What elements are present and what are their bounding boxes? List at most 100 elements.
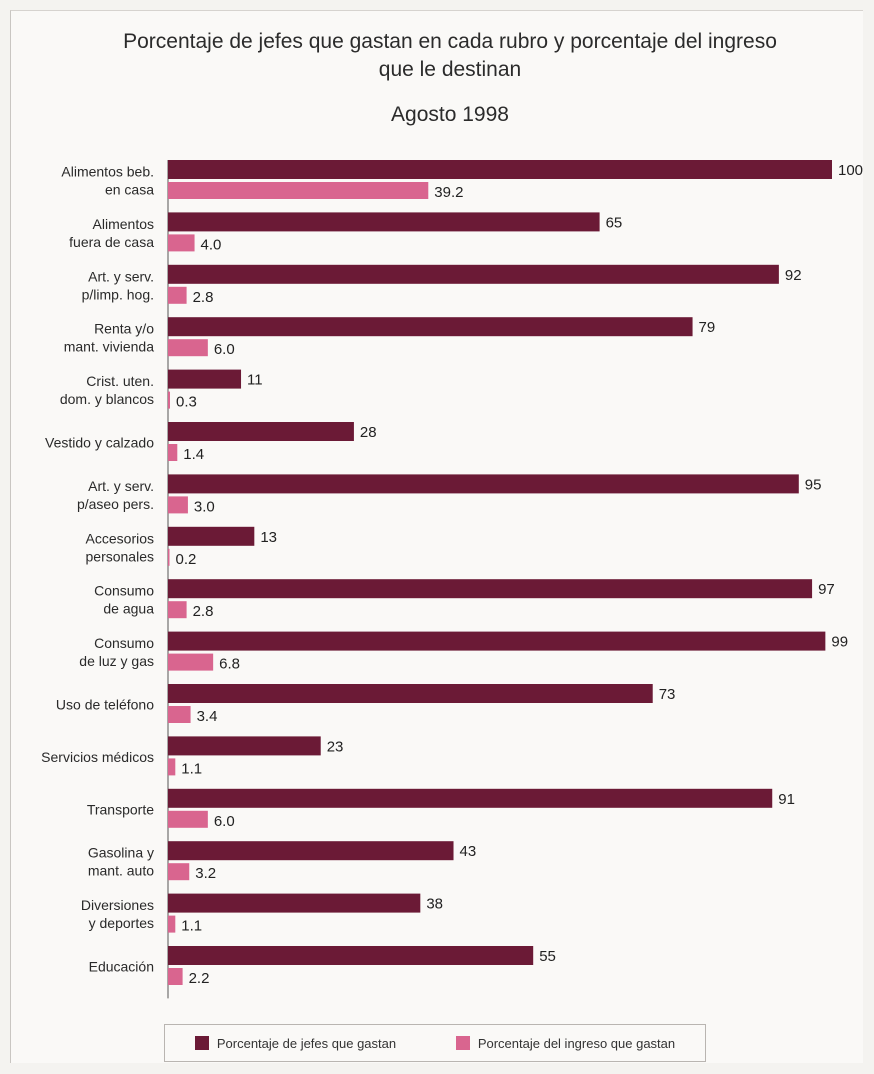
category-label: Accesorios [86,530,154,546]
data-label-jefes: 73 [659,686,676,703]
bar-jefes [168,631,826,651]
category-label: Crist. uten. [86,373,154,389]
bar-ingreso [168,391,170,409]
bar-jefes [168,684,653,703]
bar-ingreso [168,548,170,566]
category-label: de luz y gas [79,653,154,669]
bar-jefes [168,946,534,965]
chart-title-line2: que le destinan [378,58,522,81]
bar-ingreso [168,863,190,881]
bar-ingreso [168,601,187,619]
bar-jefes [168,369,242,389]
category-label: dom. y blancos [60,391,154,407]
category-label: Transporte [87,801,154,817]
category-label: y deportes [89,915,154,931]
data-label-ingreso: 1.4 [183,446,204,463]
bar-jefes [168,422,354,441]
bar-jefes [168,579,813,599]
data-label-ingreso: 39.2 [434,184,463,201]
category-label: Art. y serv. [88,478,154,494]
bar-jefes [168,736,321,756]
category-label: Renta y/o [94,321,154,337]
bar-jefes [168,474,799,494]
chart-legend: Porcentaje de jefes que gastan Porcentaj… [164,1024,706,1062]
chart-subtitle: Agosto 1998 [391,103,509,126]
bar-ingreso [168,496,188,514]
data-label-jefes: 13 [260,529,277,546]
data-label-ingreso: 1.1 [181,760,202,777]
bar-ingreso [168,706,191,723]
legend-label-jefes: Porcentaje de jefes que gastan [216,1035,397,1051]
chart-frame [10,10,863,1063]
data-label-jefes: 100 [838,162,863,179]
data-label-ingreso: 2.8 [193,289,214,306]
data-label-ingreso: 6.0 [214,813,235,830]
data-label-jefes: 65 [606,214,623,231]
data-label-jefes: 99 [831,634,848,651]
data-label-ingreso: 0.3 [176,394,197,411]
category-label: p/aseo pers. [77,496,154,512]
category-label: p/limp. hog. [82,286,154,302]
bar-ingreso [168,810,208,828]
bar-jefes [168,212,600,232]
legend-swatch-ingreso [455,1036,470,1050]
data-label-jefes: 23 [327,738,344,755]
chart-title-line1: Porcentaje de jefes que gastan en cada r… [123,30,777,53]
data-label-ingreso: 6.8 [219,656,240,673]
category-label: Gasolina y [88,845,154,861]
data-label-jefes: 11 [247,372,263,389]
data-label-ingreso: 3.0 [194,498,215,515]
category-label: de agua [103,601,154,617]
data-label-jefes: 92 [785,267,802,284]
legend-label-ingreso: Porcentaje del ingreso que gastan [477,1035,676,1051]
bar-ingreso [168,339,208,357]
category-label: Consumo [94,583,154,599]
data-label-ingreso: 0.2 [176,551,197,568]
category-label: Alimentos [93,216,154,232]
category-label: Art. y serv. [88,268,154,284]
data-label-jefes: 43 [460,843,477,860]
category-label: mant. auto [88,863,154,879]
data-label-ingreso: 4.0 [201,236,222,253]
bar-jefes [168,788,773,808]
bar-jefes [168,841,454,861]
category-label: Vestido y calzado [45,435,154,451]
bar-ingreso [168,286,187,304]
data-label-jefes: 91 [778,791,795,808]
category-label: Uso de teléfono [56,697,154,713]
bar-ingreso [168,758,176,776]
data-label-ingreso: 3.2 [195,865,216,882]
bar-jefes [168,264,779,284]
data-label-jefes: 79 [699,319,716,336]
bar-jefes [168,526,255,546]
legend-item-jefes: Porcentaje de jefes que gastan [194,1035,397,1051]
bar-ingreso [168,915,176,933]
data-label-ingreso: 2.8 [193,603,214,620]
data-label-jefes: 55 [539,948,556,965]
category-label: fuera de casa [69,234,154,250]
category-label: Consumo [94,635,154,651]
category-label: en casa [105,182,154,198]
category-label: Diversiones [81,897,154,913]
bar-ingreso [168,182,429,199]
category-label: Servicios médicos [41,749,154,765]
bar-jefes [168,317,693,337]
category-label: mant. vivienda [64,339,154,355]
data-label-ingreso: 1.1 [181,918,202,935]
category-label: Educación [89,959,154,975]
bar-ingreso [168,968,183,985]
data-label-ingreso: 6.0 [214,341,235,358]
legend-swatch-jefes [194,1036,209,1050]
bar-ingreso [168,234,195,252]
data-label-jefes: 38 [426,896,443,913]
category-label: Alimentos beb. [61,164,154,180]
data-label-jefes: 97 [818,581,835,598]
bar-jefes [168,893,421,913]
data-label-jefes: 28 [360,424,377,441]
data-label-ingreso: 2.2 [189,970,210,987]
legend-item-ingreso: Porcentaje del ingreso que gastan [455,1035,676,1051]
bar-ingreso [168,444,178,461]
category-label: personales [86,548,155,564]
data-label-jefes: 95 [805,476,822,493]
